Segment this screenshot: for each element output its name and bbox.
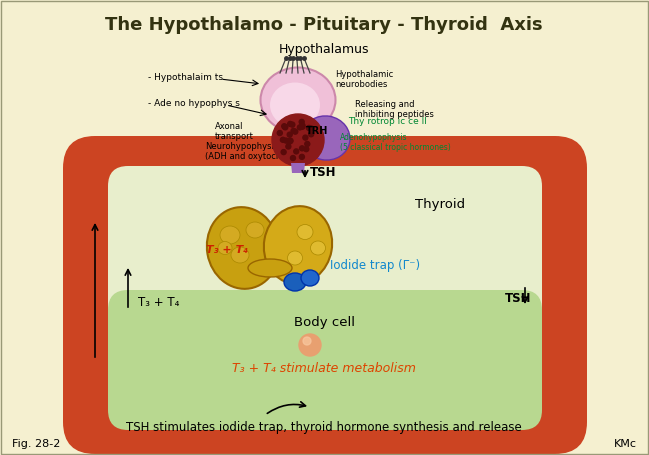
- Text: T₃ + T₄ stimulate metabolism: T₃ + T₄ stimulate metabolism: [232, 362, 416, 374]
- Circle shape: [272, 114, 324, 166]
- Circle shape: [294, 149, 299, 154]
- Circle shape: [291, 128, 296, 133]
- Text: Axonal
transport: Axonal transport: [215, 122, 254, 142]
- Ellipse shape: [260, 67, 336, 132]
- Circle shape: [300, 146, 304, 151]
- Circle shape: [306, 126, 312, 131]
- Circle shape: [303, 337, 311, 345]
- Text: TRH: TRH: [306, 126, 328, 136]
- Text: Neurohypophysis
(ADH and oxytocin): Neurohypophysis (ADH and oxytocin): [205, 142, 287, 162]
- Circle shape: [303, 135, 308, 140]
- Circle shape: [299, 119, 304, 124]
- Ellipse shape: [264, 206, 332, 284]
- Circle shape: [304, 147, 309, 152]
- Text: Thy rotrop ic ce ll: Thy rotrop ic ce ll: [348, 117, 427, 126]
- Polygon shape: [291, 163, 305, 173]
- FancyBboxPatch shape: [108, 290, 542, 430]
- Circle shape: [300, 123, 305, 128]
- Circle shape: [288, 132, 292, 137]
- Ellipse shape: [246, 222, 264, 238]
- Ellipse shape: [218, 242, 232, 254]
- Circle shape: [290, 122, 295, 127]
- Text: TSH stimulates iodide trap, thyroid hormone synthesis and release: TSH stimulates iodide trap, thyroid horm…: [126, 420, 522, 434]
- Ellipse shape: [270, 82, 320, 127]
- Ellipse shape: [301, 270, 319, 286]
- Circle shape: [288, 138, 293, 143]
- Ellipse shape: [288, 251, 302, 265]
- Circle shape: [287, 139, 292, 144]
- Circle shape: [284, 138, 289, 143]
- Ellipse shape: [231, 247, 249, 263]
- FancyBboxPatch shape: [63, 260, 587, 454]
- Circle shape: [309, 126, 314, 131]
- Text: TSH: TSH: [310, 167, 336, 180]
- Text: Thyroid: Thyroid: [415, 198, 465, 211]
- Circle shape: [277, 131, 282, 136]
- Ellipse shape: [284, 273, 306, 291]
- Ellipse shape: [310, 241, 326, 255]
- Circle shape: [280, 137, 286, 142]
- Circle shape: [305, 142, 310, 147]
- FancyBboxPatch shape: [108, 166, 542, 326]
- Text: Fig. 28-2: Fig. 28-2: [12, 439, 60, 449]
- Text: Adenohypophysis
(5 classical tropic hormones): Adenohypophysis (5 classical tropic horm…: [340, 133, 451, 152]
- Ellipse shape: [297, 224, 313, 239]
- Circle shape: [286, 144, 291, 149]
- Text: Iodide trap (Γ⁻): Iodide trap (Γ⁻): [330, 258, 420, 272]
- Circle shape: [281, 150, 286, 155]
- Circle shape: [291, 156, 295, 161]
- Text: TSH: TSH: [505, 293, 532, 305]
- FancyBboxPatch shape: [63, 136, 587, 362]
- Text: The Hypothalamo - Pituitary - Thyroid  Axis: The Hypothalamo - Pituitary - Thyroid Ax…: [105, 16, 543, 34]
- Ellipse shape: [220, 226, 240, 244]
- Ellipse shape: [302, 116, 350, 160]
- Text: KMc: KMc: [614, 439, 637, 449]
- Text: - Hypothalaim ts: - Hypothalaim ts: [148, 74, 223, 82]
- Circle shape: [288, 121, 293, 126]
- Circle shape: [309, 132, 313, 137]
- Text: - Ade no hypophys s: - Ade no hypophys s: [148, 98, 240, 107]
- Text: Releasing and
inhibiting peptides: Releasing and inhibiting peptides: [355, 100, 434, 119]
- Ellipse shape: [207, 207, 279, 289]
- Text: Body cell: Body cell: [293, 316, 354, 329]
- Circle shape: [293, 129, 298, 134]
- Circle shape: [283, 125, 288, 130]
- Text: Hypothalamic
neurobodies: Hypothalamic neurobodies: [335, 70, 393, 89]
- Text: T₃ + T₄: T₃ + T₄: [206, 245, 248, 255]
- Circle shape: [297, 125, 302, 130]
- Circle shape: [299, 334, 321, 356]
- Text: T₃ + T₄: T₃ + T₄: [138, 295, 179, 308]
- Text: Hypothalamus: Hypothalamus: [279, 43, 369, 56]
- Circle shape: [288, 138, 293, 143]
- Ellipse shape: [248, 259, 292, 277]
- Circle shape: [300, 124, 305, 129]
- Circle shape: [282, 124, 287, 129]
- Circle shape: [299, 154, 304, 159]
